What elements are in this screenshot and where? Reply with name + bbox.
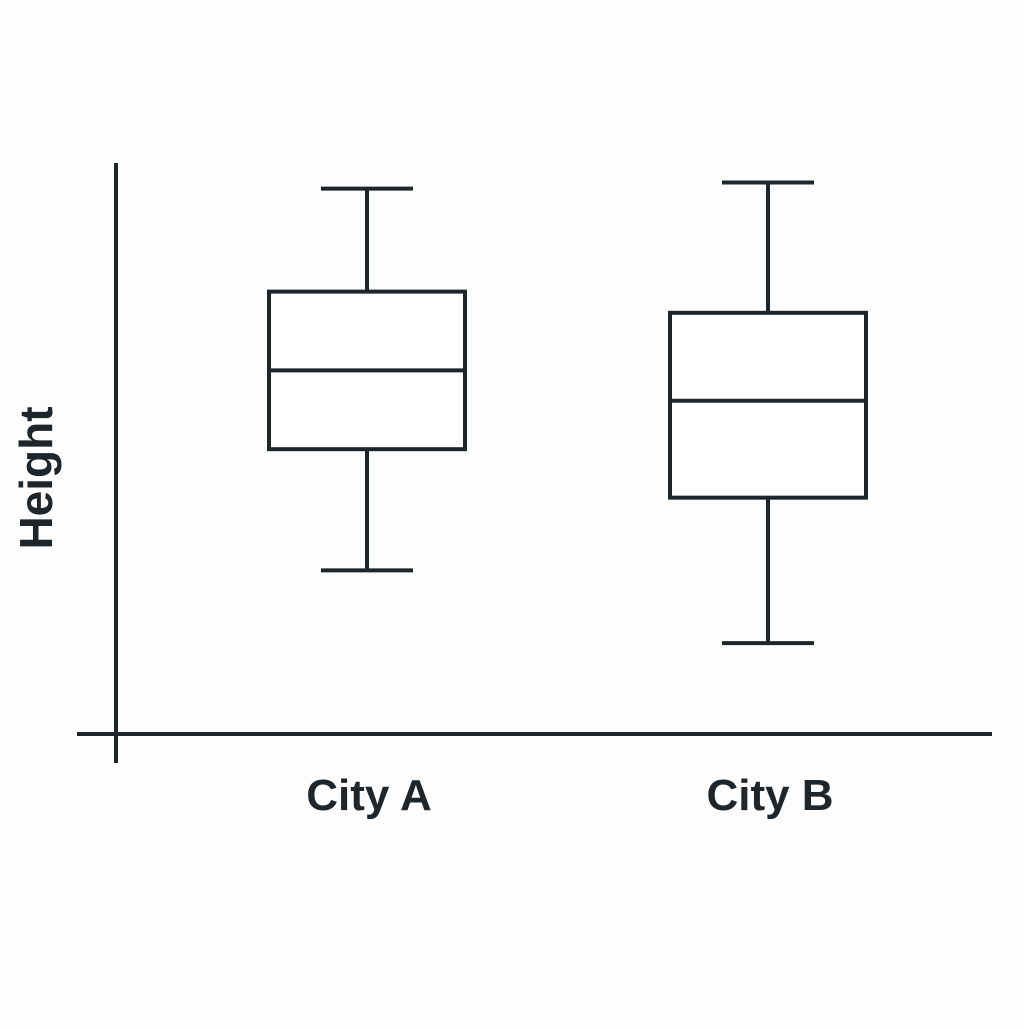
box-series-group: City A City B [267, 180, 868, 820]
x-tick-label-b: City B [706, 771, 833, 820]
x-tick-label-a: City A [306, 771, 432, 820]
iqr-box-b [668, 310, 868, 500]
y-axis-label: Height [10, 406, 62, 549]
